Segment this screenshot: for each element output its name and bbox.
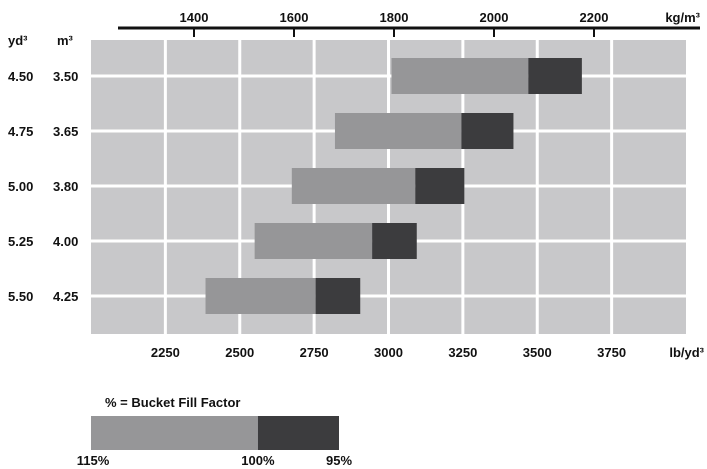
row-label-yd3-2: 5.00 xyxy=(8,179,33,194)
row-label-m3-3: 4.00 xyxy=(53,234,78,249)
top-tick-label-0: 1400 xyxy=(180,10,209,25)
bottom-axis-unit: lb/yd³ xyxy=(669,345,704,360)
row-label-m3-4: 4.25 xyxy=(53,289,78,304)
row-label-yd3-3: 5.25 xyxy=(8,234,33,249)
top-axis-unit: kg/m³ xyxy=(665,10,700,25)
top-tick-label-1: 1600 xyxy=(280,10,309,25)
top-axis: 1400 1600 1800 2000 2200 kg/m³ xyxy=(118,10,701,37)
legend-bar-dark xyxy=(257,416,339,450)
plot-area xyxy=(91,40,686,334)
legend-label-95: 95% xyxy=(326,453,352,468)
bar-light-2 xyxy=(291,168,416,204)
row-label-yd3-0: 4.50 xyxy=(8,69,33,84)
bar-dark-2 xyxy=(415,168,465,204)
bottom-tick-label-3: 3000 xyxy=(374,345,403,360)
top-tick-label-3: 2000 xyxy=(480,10,509,25)
row-label-yd3-1: 4.75 xyxy=(8,124,33,139)
bar-light-1 xyxy=(334,113,462,149)
bar-dark-1 xyxy=(461,113,514,149)
legend-title: % = Bucket Fill Factor xyxy=(105,395,240,410)
bottom-tick-label-0: 2250 xyxy=(151,345,180,360)
bottom-tick-label-2: 2750 xyxy=(300,345,329,360)
bar-dark-3 xyxy=(372,223,417,259)
row-labels: yd³ m³ 4.50 3.50 4.75 3.65 5.00 3.80 5.25 4.00 5… xyxy=(8,33,78,304)
row-label-m3-0: 3.50 xyxy=(53,69,78,84)
bar-light-4 xyxy=(205,278,316,314)
header-yd3: yd³ xyxy=(8,33,28,48)
legend-label-115: 115% xyxy=(77,453,110,468)
bottom-tick-label-4: 3250 xyxy=(448,345,477,360)
bottom-tick-label-6: 3750 xyxy=(597,345,626,360)
row-label-yd3-4: 5.50 xyxy=(8,289,33,304)
bar-light-3 xyxy=(254,223,373,259)
bottom-axis: 2250 2500 2750 3000 3250 3500 3750 lb/yd³ xyxy=(151,345,705,360)
legend-label-100: 100% xyxy=(241,453,275,468)
row-label-m3-1: 3.65 xyxy=(53,124,78,139)
bar-dark-4 xyxy=(315,278,361,314)
top-tick-label-2: 1800 xyxy=(380,10,409,25)
legend-bar-light xyxy=(91,416,258,450)
bar-light-0 xyxy=(391,58,529,94)
row-label-m3-2: 3.80 xyxy=(53,179,78,194)
bottom-tick-label-5: 3500 xyxy=(523,345,552,360)
header-m3: m³ xyxy=(57,33,74,48)
bar-dark-0 xyxy=(528,58,582,94)
top-tick-label-4: 2200 xyxy=(580,10,609,25)
bottom-tick-label-1: 2500 xyxy=(225,345,254,360)
legend: % = Bucket Fill Factor 115% 100% 95% xyxy=(77,395,353,468)
